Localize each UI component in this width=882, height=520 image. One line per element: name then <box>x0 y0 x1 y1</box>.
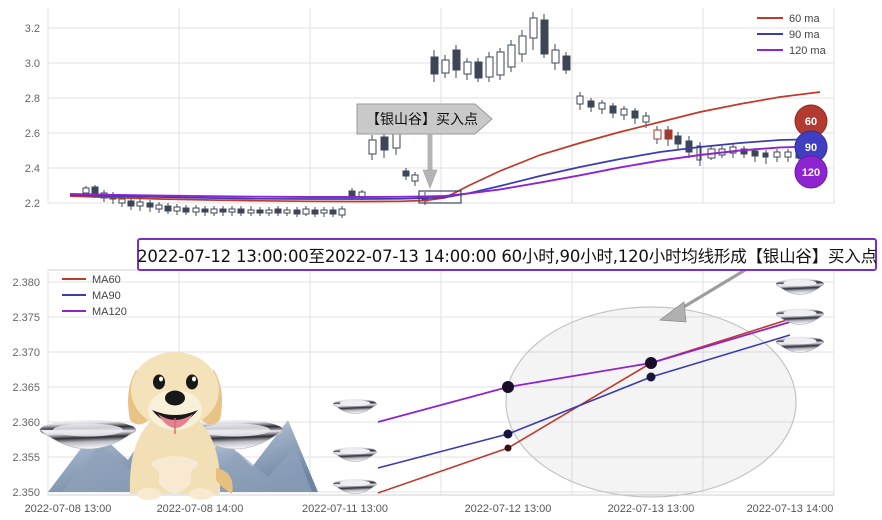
badge-120-label: 120 <box>802 167 820 179</box>
marker-ma120-0712[interactable] <box>502 381 514 393</box>
xtick-0: 2022-07-08 13:00 <box>25 503 112 515</box>
silver-bowl-icon-right-low <box>775 336 825 353</box>
silver-valley-decoration <box>39 352 318 500</box>
upper-chart-panel: 3.2 3.0 2.8 2.6 2.4 2.2 <box>0 0 882 240</box>
upper-ma120-line <box>69 145 821 198</box>
crossover-highlight-ellipse <box>505 306 797 498</box>
upper-legend-label-60ma: 60 ma <box>789 13 820 25</box>
lower-data-point-markers <box>502 357 657 452</box>
lower-chart-svg: 2.380 2.375 2.370 2.365 2.360 2.355 2.35… <box>12 262 835 515</box>
upper-y-axis: 3.2 3.0 2.8 2.6 2.4 2.2 <box>25 23 40 210</box>
lower-ytick-6: 2.350 <box>12 487 40 499</box>
lower-ytick-3: 2.365 <box>12 382 40 394</box>
lower-ytick-5: 2.355 <box>12 452 40 464</box>
silver-bowl-icon-right-mid <box>775 308 825 325</box>
lower-legend-label-ma120: MA120 <box>92 306 127 318</box>
xtick-4: 2022-07-13 13:00 <box>608 503 695 515</box>
xtick-3: 2022-07-12 13:00 <box>465 503 552 515</box>
buy-point-banner: 【银山谷】买入点 <box>356 103 493 189</box>
ma-value-badges: 60 90 120 <box>794 104 828 189</box>
xtick-2: 2022-07-11 13:00 <box>302 503 388 515</box>
lower-chart-panel: 2.380 2.375 2.370 2.365 2.360 2.355 2.35… <box>0 262 882 520</box>
xtick-5: 2022-07-13 14:00 <box>747 503 834 515</box>
lower-ma120-line <box>377 321 791 423</box>
buy-signal-callout-box[interactable]: 2022-07-12 13:00:00至2022-07-13 14:00:00 … <box>137 238 877 271</box>
lower-legend: MA60 MA90 MA120 <box>62 274 127 318</box>
candle-group-peak <box>430 12 571 82</box>
upper-legend-label-90ma: 90 ma <box>789 29 820 41</box>
buy-point-banner-text: 【银山谷】买入点 <box>366 112 478 128</box>
badge-90-label: 90 <box>805 142 817 154</box>
lower-legend-label-ma90: MA90 <box>92 290 121 302</box>
marker-crossover-0713[interactable] <box>645 357 657 369</box>
endpoint-bowl-icons-left <box>332 398 378 494</box>
lower-y-axis: 2.380 2.375 2.370 2.365 2.360 2.355 2.35… <box>12 277 40 499</box>
x-axis-labels: 2022-07-08 13:00 2022-07-08 14:00 2022-0… <box>25 503 834 515</box>
golden-retriever-icon <box>128 352 233 500</box>
xtick-1: 2022-07-08 14:00 <box>157 503 244 515</box>
upper-ytick-4: 2.4 <box>25 163 40 175</box>
upper-legend: 60 ma 90 ma 120 ma <box>757 13 827 57</box>
lower-ytick-2: 2.370 <box>12 347 40 359</box>
marker-ma90-0712[interactable] <box>503 429 513 439</box>
endpoint-bowl-icons-right <box>775 278 825 353</box>
badge-120-circle[interactable] <box>794 155 828 189</box>
lower-ma90-line <box>377 334 791 469</box>
upper-ytick-3: 2.6 <box>25 128 40 140</box>
silver-bowl-icon-ma90-start <box>332 446 378 462</box>
lower-ytick-0: 2.380 <box>12 277 40 289</box>
lower-legend-label-ma60: MA60 <box>92 274 121 286</box>
upper-ytick-0: 3.2 <box>25 23 40 35</box>
marker-ma90-0713[interactable] <box>646 372 656 382</box>
badge-60-label: 60 <box>805 116 817 128</box>
silver-bowl-icon-ma120-start <box>332 398 378 414</box>
upper-ytick-5: 2.2 <box>25 198 40 210</box>
silver-bowl-left-icon <box>39 420 137 450</box>
silver-bowl-icon-right-top <box>775 278 825 295</box>
marker-ma60-0712[interactable] <box>504 444 512 452</box>
lower-ytick-4: 2.360 <box>12 417 40 429</box>
callout-leader-arrow <box>658 262 756 323</box>
upper-chart-svg: 3.2 3.0 2.8 2.6 2.4 2.2 <box>25 8 835 218</box>
silver-bowl-icon-ma60-start <box>332 478 378 494</box>
lower-ma-lines <box>377 318 791 494</box>
lower-ytick-1: 2.375 <box>12 312 40 324</box>
upper-ytick-1: 3.0 <box>25 58 40 70</box>
ma-convergence-highlight-box <box>418 190 462 204</box>
upper-legend-label-120ma: 120 ma <box>789 45 827 57</box>
buy-signal-callout-text: 2022-07-12 13:00:00至2022-07-13 14:00:00 … <box>137 246 877 266</box>
upper-ytick-2: 2.8 <box>25 93 40 105</box>
